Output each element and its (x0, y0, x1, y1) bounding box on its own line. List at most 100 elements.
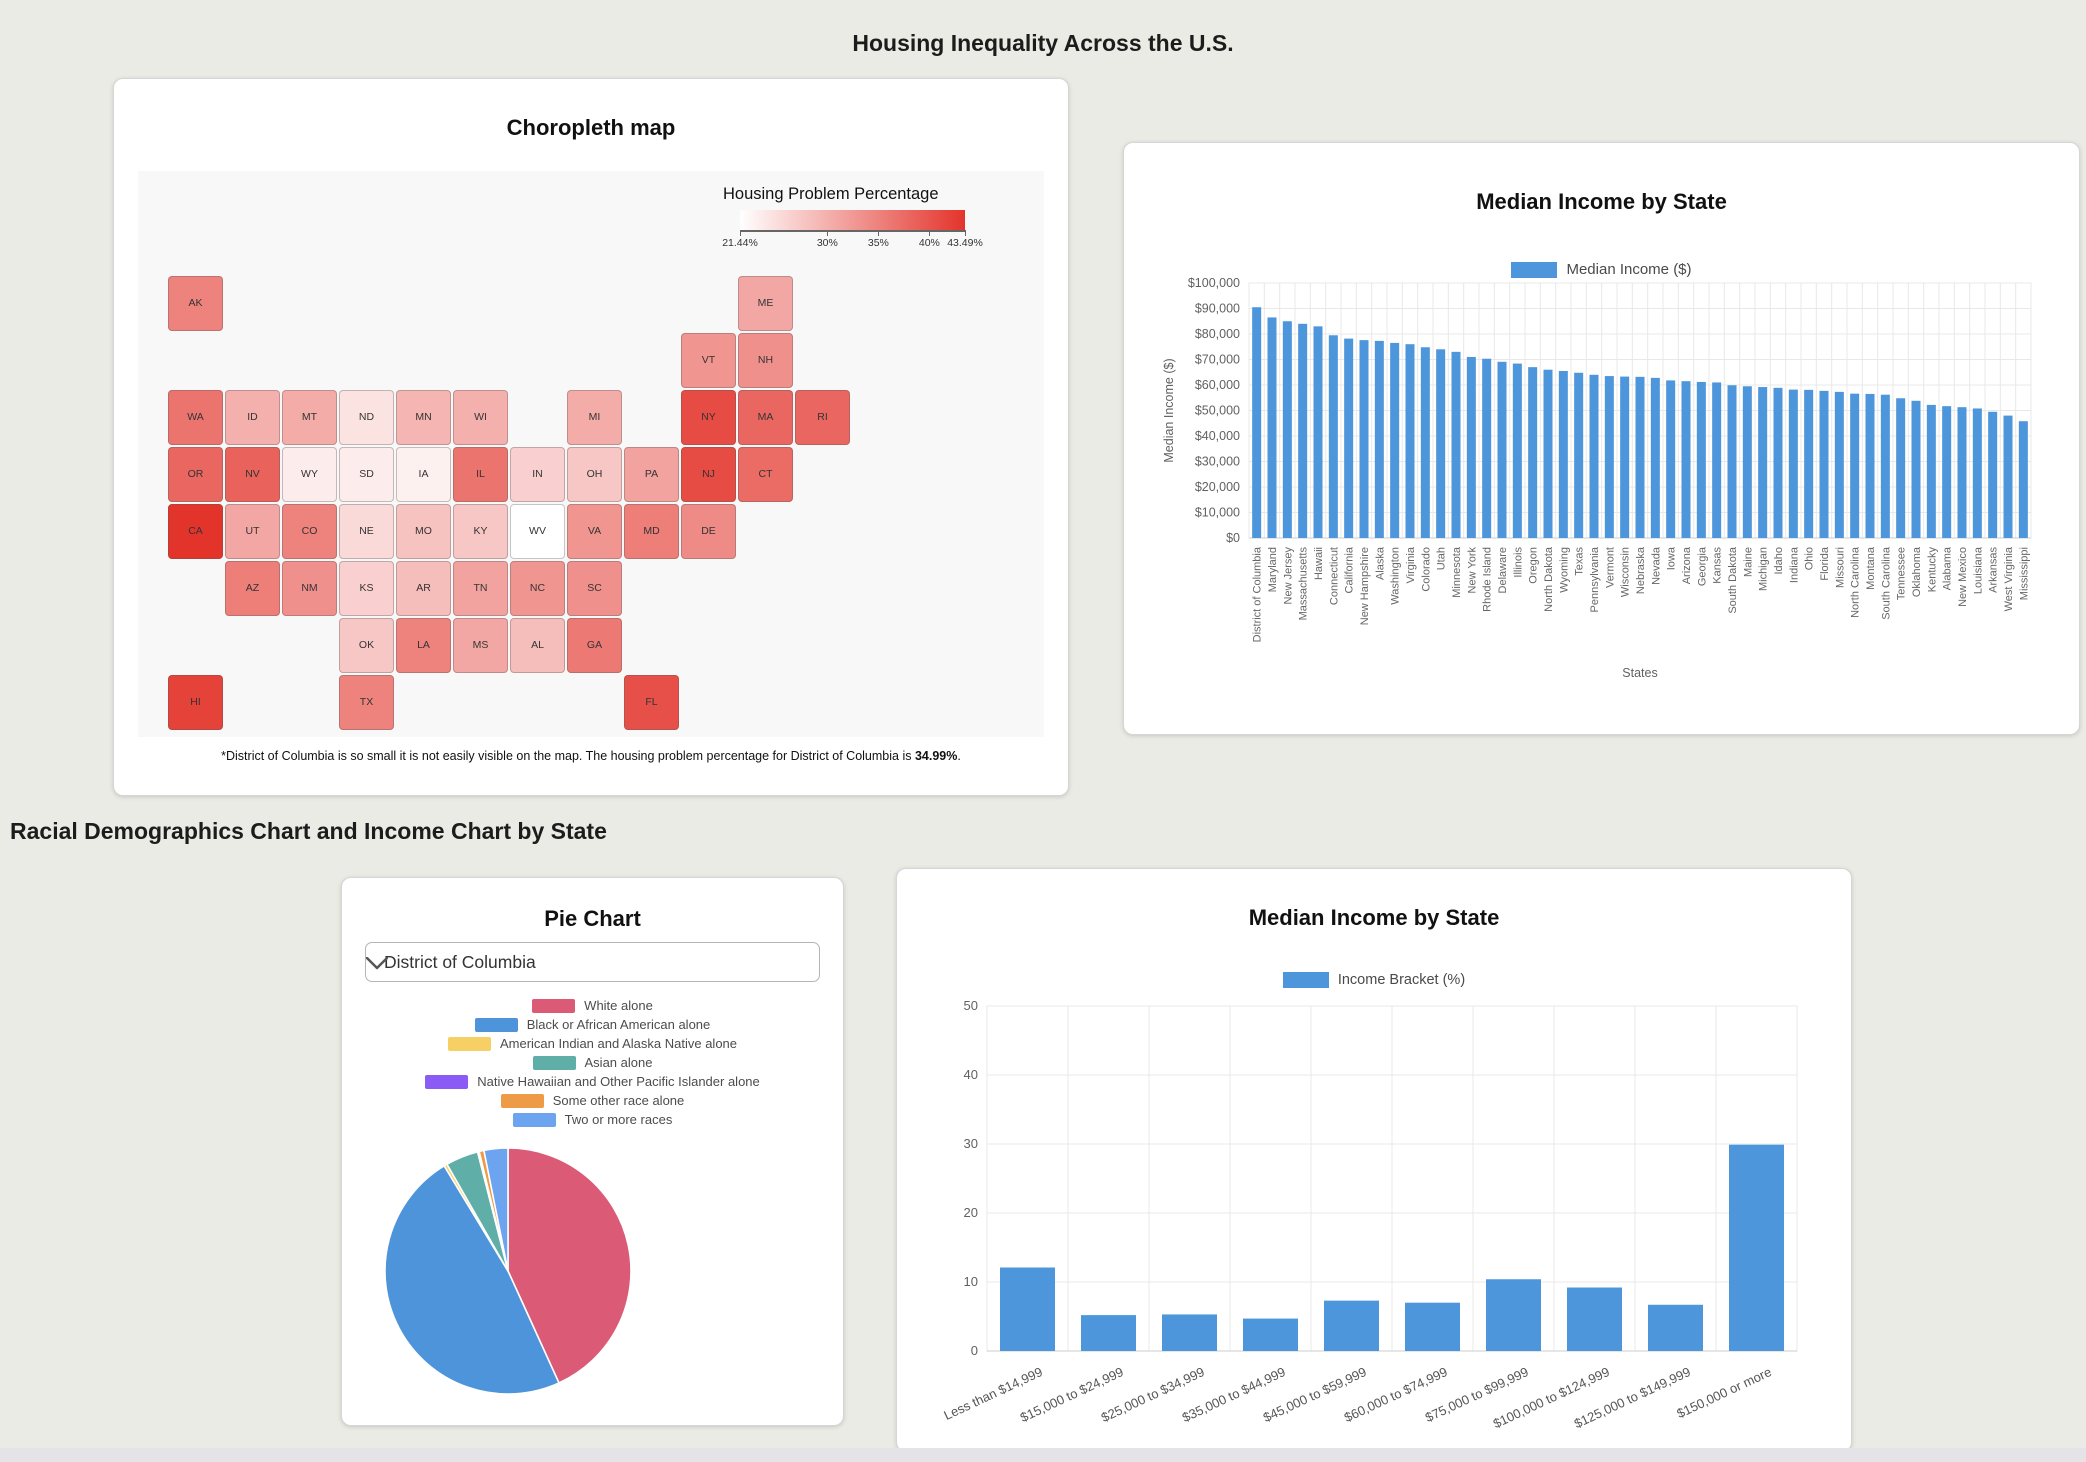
state-tile-CT[interactable]: CT (738, 447, 793, 502)
bar-South Dakota[interactable] (1727, 385, 1737, 538)
state-tile-NJ[interactable]: NJ (681, 447, 736, 502)
state-tile-IL[interactable]: IL (453, 447, 508, 502)
state-tile-OH[interactable]: OH (567, 447, 622, 502)
bar-Nevada[interactable] (1650, 377, 1660, 538)
bar-Alabama[interactable] (1942, 406, 1952, 538)
bar-Washington[interactable] (1390, 342, 1400, 538)
bar-Less than $14,999[interactable] (1000, 1267, 1055, 1351)
bar-$150,000 or more[interactable] (1729, 1144, 1784, 1351)
bar-Georgia[interactable] (1696, 381, 1706, 538)
state-tile-TX[interactable]: TX (339, 675, 394, 730)
income-state-legend[interactable]: Median Income ($) (1124, 261, 2079, 278)
state-tile-OR[interactable]: OR (168, 447, 223, 502)
bar-Montana[interactable] (1865, 393, 1875, 538)
bar-Kentucky[interactable] (1926, 404, 1936, 538)
state-tile-LA[interactable]: LA (396, 618, 451, 673)
bar-Illinois[interactable] (1512, 363, 1522, 538)
bar-Nebraska[interactable] (1635, 376, 1645, 538)
state-tile-FL[interactable]: FL (624, 675, 679, 730)
state-tile-IN[interactable]: IN (510, 447, 565, 502)
state-tile-SD[interactable]: SD (339, 447, 394, 502)
state-tile-AZ[interactable]: AZ (225, 561, 280, 616)
bar-District of Columbia[interactable] (1252, 307, 1262, 538)
state-tile-NV[interactable]: NV (225, 447, 280, 502)
bar-Michigan[interactable] (1758, 387, 1768, 538)
state-tile-MT[interactable]: MT (282, 390, 337, 445)
bar-Texas[interactable] (1574, 372, 1584, 538)
bar-Louisiana[interactable] (1972, 408, 1982, 538)
state-tile-NE[interactable]: NE (339, 504, 394, 559)
pie-slice-White alone[interactable] (507, 1147, 632, 1384)
bar-West Virginia[interactable] (2003, 415, 2013, 538)
state-tile-NM[interactable]: NM (282, 561, 337, 616)
state-tile-KS[interactable]: KS (339, 561, 394, 616)
bar-$100,000 to $124,999[interactable] (1567, 1287, 1622, 1351)
state-tile-HI[interactable]: HI (168, 675, 223, 730)
bar-Indiana[interactable] (1788, 389, 1798, 538)
bar-New Jersey[interactable] (1282, 321, 1292, 538)
state-tile-NH[interactable]: NH (738, 333, 793, 388)
bar-$75,000 to $99,999[interactable] (1486, 1279, 1541, 1351)
state-tile-WA[interactable]: WA (168, 390, 223, 445)
state-tile-WI[interactable]: WI (453, 390, 508, 445)
bar-Colorado[interactable] (1420, 347, 1430, 538)
bar-$35,000 to $44,999[interactable] (1243, 1318, 1298, 1351)
bar-South Carolina[interactable] (1880, 394, 1890, 538)
state-tile-ME[interactable]: ME (738, 276, 793, 331)
bar-$125,000 to $149,999[interactable] (1648, 1304, 1703, 1351)
bar-Rhode Island[interactable] (1482, 358, 1492, 538)
bar-Tennessee[interactable] (1896, 398, 1906, 538)
bar-Wisconsin[interactable] (1620, 376, 1630, 538)
bar-Kansas[interactable] (1712, 382, 1722, 538)
state-tile-DE[interactable]: DE (681, 504, 736, 559)
state-tile-AR[interactable]: AR (396, 561, 451, 616)
bar-Idaho[interactable] (1773, 387, 1783, 538)
state-tile-AK[interactable]: AK (168, 276, 223, 331)
state-tile-AL[interactable]: AL (510, 618, 565, 673)
bar-Florida[interactable] (1819, 390, 1829, 538)
bar-Oklahoma[interactable] (1911, 400, 1921, 538)
bar-Oregon[interactable] (1528, 367, 1538, 538)
state-tile-WY[interactable]: WY (282, 447, 337, 502)
bar-Mississippi[interactable] (2018, 421, 2028, 538)
pie-legend-row[interactable]: Asian alone (532, 1053, 652, 1072)
bar-$25,000 to $34,999[interactable] (1162, 1314, 1217, 1351)
state-tile-NC[interactable]: NC (510, 561, 565, 616)
state-tile-OK[interactable]: OK (339, 618, 394, 673)
bar-North Dakota[interactable] (1543, 369, 1553, 538)
state-tile-PA[interactable]: PA (624, 447, 679, 502)
state-tile-ND[interactable]: ND (339, 390, 394, 445)
bar-$60,000 to $74,999[interactable] (1405, 1302, 1460, 1351)
bar-Minnesota[interactable] (1451, 351, 1461, 538)
bar-Utah[interactable] (1436, 349, 1446, 538)
state-tile-NY[interactable]: NY (681, 390, 736, 445)
bar-Missouri[interactable] (1834, 391, 1844, 538)
bar-$45,000 to $59,999[interactable] (1324, 1300, 1379, 1351)
state-tile-SC[interactable]: SC (567, 561, 622, 616)
state-tile-WV[interactable]: WV (510, 504, 565, 559)
bar-Alaska[interactable] (1374, 340, 1384, 538)
state-tile-UT[interactable]: UT (225, 504, 280, 559)
bar-Wyoming[interactable] (1558, 370, 1568, 538)
state-tile-GA[interactable]: GA (567, 618, 622, 673)
pie-legend-row[interactable]: Native Hawaiian and Other Pacific Island… (425, 1072, 760, 1091)
bar-Maryland[interactable] (1267, 317, 1277, 538)
state-tile-CO[interactable]: CO (282, 504, 337, 559)
pie-legend-row[interactable]: Black or African American alone (474, 1015, 710, 1034)
bar-Maine[interactable] (1742, 386, 1752, 538)
state-tile-MI[interactable]: MI (567, 390, 622, 445)
bar-North Carolina[interactable] (1850, 393, 1860, 538)
bar-Virginia[interactable] (1405, 344, 1415, 538)
state-tile-MA[interactable]: MA (738, 390, 793, 445)
state-tile-MO[interactable]: MO (396, 504, 451, 559)
bar-California[interactable] (1344, 338, 1354, 538)
state-tile-IA[interactable]: IA (396, 447, 451, 502)
bar-Arizona[interactable] (1681, 381, 1691, 538)
state-tile-ID[interactable]: ID (225, 390, 280, 445)
bar-Massachusetts[interactable] (1298, 323, 1308, 538)
pie-legend-row[interactable]: Some other race alone (500, 1091, 684, 1110)
bar-$15,000 to $24,999[interactable] (1081, 1315, 1136, 1351)
bar-New Mexico[interactable] (1957, 407, 1967, 538)
bar-Ohio[interactable] (1804, 389, 1814, 538)
income-bracket-legend[interactable]: Income Bracket (%) (897, 972, 1851, 988)
